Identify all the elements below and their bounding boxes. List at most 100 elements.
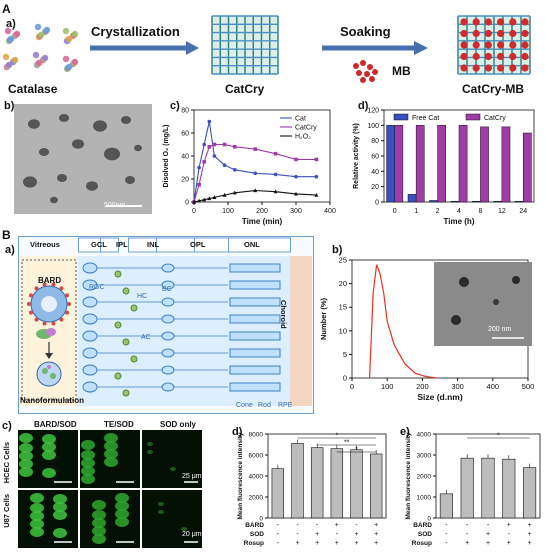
condition-value: - [508, 531, 511, 538]
condition-value: + [374, 540, 378, 547]
bar-1-1 [415, 125, 425, 203]
cell-rgc: RGC [89, 284, 105, 291]
y-axis-label: Number (%) [319, 297, 328, 340]
cell-signal [92, 500, 106, 510]
cell-signal [115, 493, 129, 503]
mb-molecule [472, 18, 480, 26]
data-point [222, 142, 227, 147]
fluorescence-tile [18, 490, 78, 548]
y-tick-label: 40 [371, 169, 379, 176]
crystal-particle [121, 116, 131, 124]
y-tick-label: 0 [185, 200, 189, 207]
legend-swatch [465, 113, 481, 121]
protein-blob [71, 30, 79, 38]
significance-label: * [497, 433, 500, 440]
crystallization-label: Crystallization [91, 24, 180, 39]
nanoparticle [130, 355, 138, 363]
bard-spike [51, 282, 56, 287]
cell-signal [30, 493, 44, 503]
data-point [202, 142, 206, 147]
data-point [294, 191, 298, 196]
bard-spike [28, 293, 33, 298]
data-point [207, 119, 212, 124]
tem-image-b [434, 262, 532, 346]
mb-molecule [484, 64, 492, 72]
ganglion-cell [82, 330, 98, 342]
cell-signal [92, 526, 106, 536]
condition-value: - [296, 531, 299, 538]
panel-a-sub-b: b) [4, 100, 15, 112]
inner-cell [161, 263, 175, 273]
mb-molecule [484, 29, 492, 38]
cell-signal [42, 468, 56, 478]
photoreceptor [229, 297, 281, 307]
bar-0 [271, 468, 285, 519]
data-point [253, 171, 257, 176]
y-tick-label: 5 [343, 350, 347, 359]
x-tick-label: 0 [393, 208, 397, 215]
protein-blob [43, 26, 51, 34]
condition-label: Rosup [412, 540, 432, 547]
condition-value: + [335, 522, 339, 529]
x-tick-label: 100 [222, 208, 234, 215]
y-axis-label: Mean fluorescence intensity [237, 432, 244, 519]
inner-cell [161, 280, 175, 290]
x-tick-label: 4 [457, 208, 461, 215]
dissolved-o2-chart: 0 100 200 300 400 0 20 40 60 80 Time (min) Disolved… [163, 108, 336, 227]
y-tick-label: 0 [343, 374, 347, 383]
protein-blob [4, 27, 12, 35]
cell-signal [42, 450, 56, 460]
mb-molecule [484, 52, 492, 61]
condition-value: - [355, 522, 358, 529]
photoreceptor [229, 348, 281, 358]
crystal-particle [104, 147, 120, 161]
layer-gcl: GCL [91, 240, 107, 249]
data-point [294, 174, 298, 179]
condition-value: - [277, 531, 280, 538]
mb-molecule [472, 52, 480, 61]
dls-size-chart: 0 100 200 300 400 500 0 5 10 15 20 25 Size (d.nm) Num… [319, 256, 534, 403]
bar-1 [291, 443, 304, 519]
panel-c-label: c) [2, 420, 12, 432]
bar-0 [439, 493, 453, 519]
fluorescence-tile [142, 430, 202, 488]
x-tick-label: 100 [381, 382, 394, 391]
condition-value: - [296, 522, 299, 529]
bar-5 [369, 453, 383, 519]
scale-25um: 25 μm [182, 473, 202, 480]
bard-spike [65, 293, 70, 298]
y-tick-label: 15 [339, 303, 347, 312]
y-tick-label: 4000 [249, 474, 264, 481]
fluorescence-grid [18, 430, 202, 548]
condition-value: + [528, 522, 532, 529]
data-point [192, 199, 196, 204]
mb-molecule [521, 64, 529, 72]
cell-signal [30, 511, 44, 521]
protein-blob [37, 31, 45, 39]
retina-schematic [18, 236, 314, 414]
y-tick-label: 100 [367, 123, 379, 130]
data-point [207, 196, 212, 201]
bar-0-5 [493, 200, 503, 203]
condition-value: - [466, 522, 469, 529]
condition-value: + [507, 540, 511, 547]
protein-blob [62, 27, 70, 35]
y-tick-label: 2000 [249, 495, 264, 502]
cell-signal [104, 433, 118, 443]
bard-spike [28, 310, 33, 315]
tem-scale-a: 500nm [104, 202, 126, 209]
panel-a-sub-d: d) [358, 100, 369, 112]
bar-0-3 [450, 200, 460, 203]
fluorescence-bar-chart-e: 0 1000 2000 3000 4000 Mean fluorescence inten… [405, 432, 541, 547]
data-point [202, 197, 207, 202]
cell-signal [92, 534, 106, 544]
data-point [314, 192, 319, 197]
condition-value: - [487, 522, 490, 529]
mb-molecule [472, 64, 480, 72]
bar-1 [460, 457, 474, 519]
mb-molecule [460, 18, 468, 26]
cell-ac: AC [141, 334, 151, 341]
cell-signal [53, 494, 67, 504]
col-te-sod: TE/SOD [104, 420, 134, 429]
cell-signal [158, 502, 164, 506]
